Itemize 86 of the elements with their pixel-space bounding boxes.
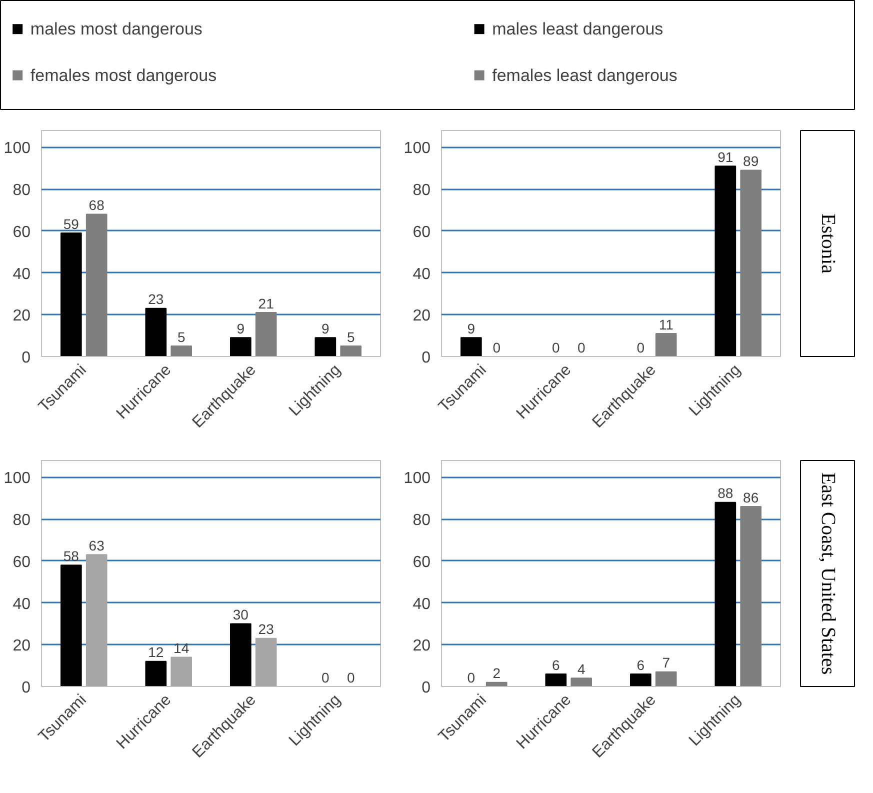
data-label: 0 (346, 669, 355, 686)
data-label: 23 (258, 621, 274, 638)
bar (170, 346, 192, 356)
legend-label: males least dangerous (492, 20, 664, 39)
text: Estonia (817, 214, 839, 274)
bar (60, 232, 82, 356)
data-label: 0 (577, 339, 586, 356)
y-tick-label: 60 (12, 224, 31, 241)
y-tick-label: 60 (412, 554, 431, 571)
data-label: 4 (577, 660, 586, 677)
data-label: 9 (236, 320, 245, 336)
data-label: 2 (492, 665, 501, 682)
data-label: 6 (636, 656, 645, 673)
y-tick-label: 0 (422, 350, 431, 366)
data-label: 5 (177, 328, 186, 345)
bar (255, 312, 277, 356)
data-label: 23 (148, 291, 164, 308)
data-label: 89 (743, 153, 759, 170)
y-tick-label: 20 (12, 638, 31, 655)
bar (145, 660, 167, 686)
y-tick-label: 20 (412, 638, 431, 655)
y-tick-label: 60 (12, 554, 31, 571)
y-tick-label: 80 (412, 512, 431, 530)
y-tick-label: 100 (4, 470, 31, 488)
legend-label: females most dangerous (30, 66, 217, 85)
y-tick-label: 40 (12, 266, 31, 283)
y-tick-label: 40 (412, 596, 431, 613)
bar (86, 214, 108, 356)
data-label: 30 (232, 606, 249, 623)
data-label: 11 (658, 316, 674, 332)
bar (655, 671, 677, 686)
bar (314, 337, 336, 356)
bar (545, 673, 567, 686)
data-label: 0 (552, 339, 560, 356)
data-label: 6 (552, 656, 560, 673)
bar (655, 332, 677, 356)
data-label: 63 (88, 537, 105, 554)
data-label: 9 (322, 320, 330, 336)
bar (60, 564, 82, 686)
y-tick-label: 20 (412, 308, 431, 325)
legend-label: females least dangerous (492, 66, 678, 85)
y-tick-label: 60 (412, 224, 431, 241)
y-tick-label: 100 (404, 470, 431, 488)
data-label: 0 (467, 669, 476, 686)
data-label: 9 (467, 320, 476, 336)
y-tick-label: 80 (12, 512, 31, 530)
bar (255, 638, 277, 686)
bar (714, 502, 736, 686)
y-tick-label: 40 (412, 266, 431, 283)
data-label: 14 (174, 640, 190, 656)
bar (170, 656, 192, 686)
y-tick-label: 20 (12, 308, 31, 325)
bar (145, 308, 167, 356)
bar (340, 346, 362, 356)
y-tick-label: 100 (404, 140, 431, 158)
bar (570, 678, 592, 686)
bar (740, 506, 762, 686)
data-label: 0 (492, 339, 501, 356)
bar (230, 337, 252, 356)
data-label: 58 (63, 548, 80, 564)
data-label: 91 (718, 148, 734, 165)
data-label: 86 (743, 489, 759, 506)
y-tick-label: 100 (4, 140, 31, 158)
bar (86, 554, 108, 686)
legend-label: males most dangerous (30, 20, 202, 39)
data-label: 5 (346, 328, 355, 345)
data-label: 0 (322, 669, 330, 686)
data-label: 12 (148, 644, 164, 660)
bar (630, 673, 652, 686)
y-tick-label: 80 (412, 182, 431, 200)
bar (230, 623, 252, 686)
text: East Coast, United States (817, 472, 839, 675)
y-tick-label: 0 (22, 350, 31, 366)
y-tick-label: 0 (22, 680, 31, 696)
bar (714, 166, 736, 356)
data-label: 68 (88, 197, 105, 214)
bar (740, 170, 762, 356)
data-label: 7 (662, 654, 670, 671)
y-tick-label: 80 (12, 182, 31, 200)
data-label: 0 (636, 339, 645, 356)
y-tick-label: 40 (12, 596, 31, 613)
y-tick-label: 0 (422, 680, 431, 696)
data-label: 21 (258, 295, 274, 312)
bar (460, 337, 482, 356)
data-label: 59 (63, 216, 80, 232)
data-label: 88 (718, 485, 734, 502)
